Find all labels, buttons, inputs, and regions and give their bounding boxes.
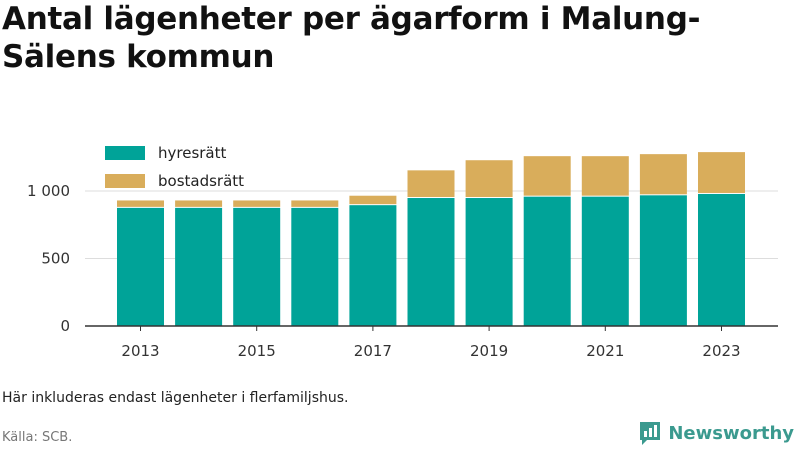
bar-bostadsratt-2023 bbox=[698, 152, 745, 193]
legend-label-hyresratt: hyresrätt bbox=[158, 144, 227, 162]
source-text: Källa: SCB. bbox=[2, 430, 73, 445]
legend: hyresrätt bostadsrätt bbox=[105, 144, 244, 190]
x-tick-label: 2023 bbox=[702, 342, 740, 360]
bar-hyresratt-2015 bbox=[233, 207, 281, 326]
chart-title: Antal lägenheter per ägarform i Malung-S… bbox=[2, 1, 701, 75]
bar-hyresratt-2018 bbox=[407, 198, 455, 326]
legend-label-bostadsratt: bostadsrätt bbox=[158, 172, 244, 190]
bar-bostadsratt-2021 bbox=[581, 156, 629, 196]
bar-bostadsratt-2015 bbox=[233, 200, 281, 207]
legend-swatch-hyresratt bbox=[105, 146, 145, 160]
brand-logo: Newsworthy bbox=[638, 420, 794, 446]
y-tick-label: 0 bbox=[60, 317, 70, 335]
x-tick-label: 2019 bbox=[470, 342, 508, 360]
bar-hyresratt-2017 bbox=[349, 205, 397, 326]
stacked-bar-chart: 0 500 1 000 2013 2015 2017 2019 2021 2023 hyresr… bbox=[27, 144, 778, 360]
bar-hyresratt-2013 bbox=[117, 207, 164, 326]
bar-bostadsratt-2016 bbox=[291, 200, 339, 207]
y-tick-label: 1 000 bbox=[27, 182, 70, 200]
bar-bostadsratt-2020 bbox=[523, 156, 571, 196]
bar-bostadsratt-2022 bbox=[639, 154, 687, 195]
bar-bostadsratt-2017 bbox=[349, 195, 397, 205]
bar-bostadsratt-2018 bbox=[407, 170, 455, 198]
bar-hyresratt-2023 bbox=[698, 193, 745, 326]
legend-swatch-bostadsratt bbox=[105, 174, 145, 188]
newsworthy-icon bbox=[640, 422, 661, 445]
bar-bostadsratt-2014 bbox=[175, 200, 223, 207]
chart-note: Här inkluderas endast lägenheter i flerf… bbox=[2, 390, 349, 406]
brand-name: Newsworthy bbox=[668, 422, 794, 444]
bar-bostadsratt-2013 bbox=[117, 200, 164, 207]
x-tick-label: 2017 bbox=[354, 342, 392, 360]
bar-hyresratt-2021 bbox=[581, 196, 629, 326]
axes: 0 500 1 000 2013 2015 2017 2019 2021 2023 bbox=[27, 182, 778, 360]
bar-hyresratt-2016 bbox=[291, 207, 339, 326]
y-tick-label: 500 bbox=[41, 250, 70, 268]
x-tick-label: 2013 bbox=[121, 342, 159, 360]
bar-hyresratt-2014 bbox=[175, 207, 223, 326]
bar-hyresratt-2022 bbox=[639, 195, 687, 326]
bar-hyresratt-2020 bbox=[523, 196, 571, 326]
bars bbox=[117, 152, 745, 326]
x-tick-label: 2015 bbox=[238, 342, 276, 360]
x-tick-label: 2021 bbox=[586, 342, 624, 360]
bar-bostadsratt-2019 bbox=[465, 160, 513, 198]
bar-hyresratt-2019 bbox=[465, 198, 513, 326]
